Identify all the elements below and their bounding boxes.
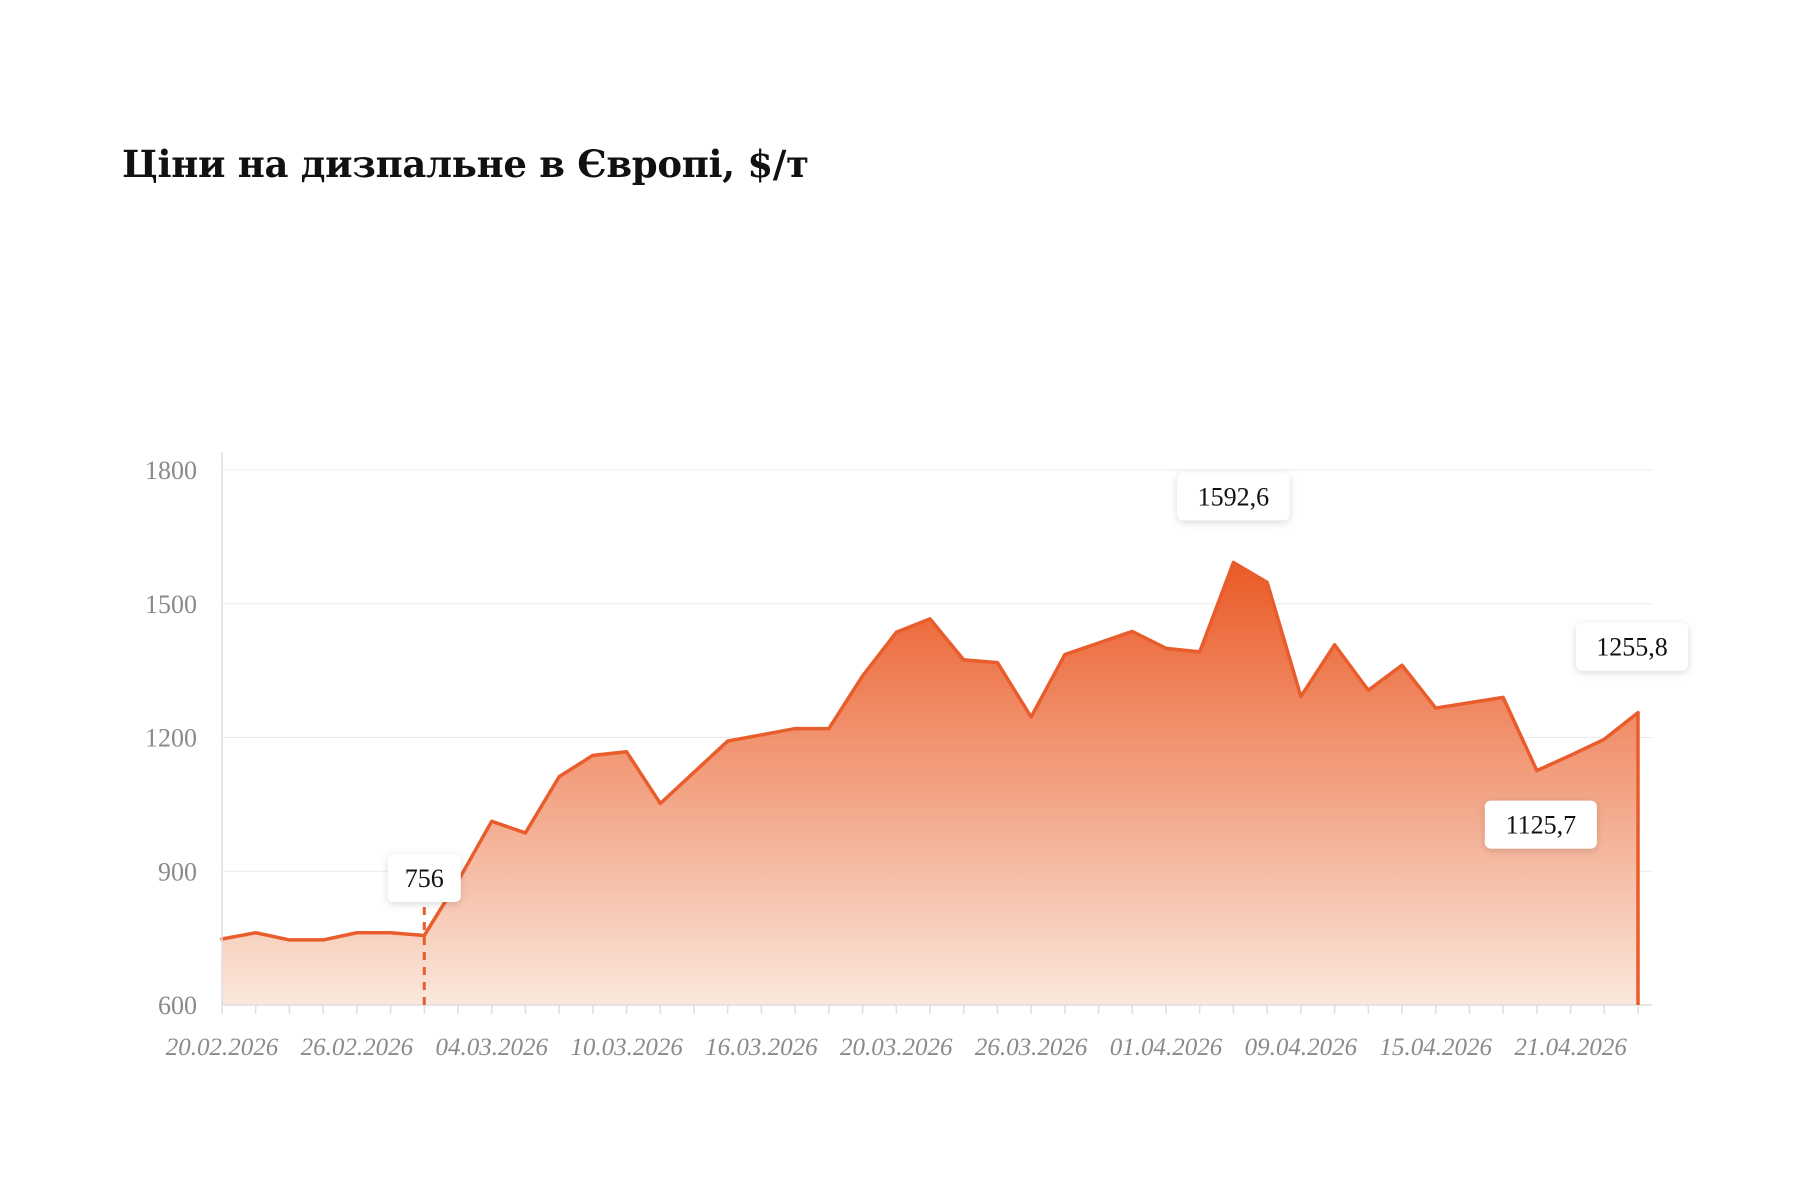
area-series [220, 560, 1640, 1005]
x-axis-ticks: 20.02.2026 26.02.2026 04.03.2026 10.03.2026… [166, 1034, 1628, 1061]
data-point [1097, 641, 1101, 645]
data-point [658, 801, 662, 805]
data-point [827, 727, 831, 731]
data-point [1299, 694, 1303, 698]
data-point [625, 750, 629, 754]
annotation-label: 1125,7 [1506, 811, 1577, 840]
y-tick-label: 1800 [145, 456, 197, 485]
x-tick-label: 15.04.2026 [1379, 1034, 1492, 1061]
data-point [1164, 646, 1168, 650]
data-point [523, 831, 527, 835]
data-point [1467, 701, 1471, 705]
data-point [490, 819, 494, 823]
annotation-box [1576, 622, 1688, 671]
annotation-box [387, 854, 461, 902]
x-tick-label: 10.03.2026 [570, 1034, 683, 1061]
data-point [1198, 650, 1202, 654]
data-point [389, 931, 393, 935]
x-tick-label: 21.04.2026 [1514, 1034, 1627, 1061]
x-tick-label: 20.02.2026 [166, 1034, 279, 1061]
data-point [1535, 769, 1539, 773]
data-point [1366, 688, 1370, 692]
annotation-label: 756 [405, 864, 444, 893]
data-point [962, 658, 966, 662]
annotation-box [1484, 800, 1597, 849]
y-tick-label: 900 [158, 857, 197, 886]
data-point [928, 617, 932, 621]
annotation-callout: 756 [387, 854, 461, 902]
data-point [287, 938, 291, 942]
data-point [1333, 643, 1337, 647]
annotation-callout: 1592,6 [1177, 472, 1290, 521]
data-point [591, 753, 595, 757]
data-point [254, 931, 258, 935]
data-point [422, 933, 426, 937]
annotation-callout: 1255,8 [1576, 622, 1688, 671]
data-point [861, 674, 865, 678]
data-point [1501, 695, 1505, 699]
data-point [995, 661, 999, 665]
x-tick-label: 26.03.2026 [975, 1034, 1088, 1061]
y-tick-label: 1200 [145, 724, 197, 753]
data-point [1400, 663, 1404, 667]
data-point [1029, 715, 1033, 719]
data-point [321, 938, 325, 942]
x-tick-label: 01.04.2026 [1110, 1034, 1223, 1061]
annotation-callout: 1125,7 [1484, 800, 1597, 849]
x-tick-label: 16.03.2026 [705, 1034, 818, 1061]
data-point [1231, 560, 1235, 564]
x-tick-label: 20.03.2026 [840, 1034, 953, 1061]
y-tick-label: 1500 [145, 590, 197, 619]
data-point [759, 733, 763, 737]
data-point [1130, 629, 1134, 633]
data-point [894, 630, 898, 634]
chart-title: Ціни на дизпальне в Європі, $/т [122, 142, 809, 186]
annotation-box [1177, 472, 1290, 521]
x-tick-label: 04.03.2026 [435, 1034, 548, 1061]
data-point [1602, 737, 1606, 741]
data-point [1434, 706, 1438, 710]
data-point [726, 739, 730, 743]
data-point [692, 770, 696, 774]
annotation-label: 1255,8 [1596, 633, 1668, 662]
y-axis-ticks: 600 900 1200 1500 1800 [145, 456, 197, 1020]
data-point [557, 775, 561, 779]
x-tick-label: 26.02.2026 [301, 1034, 414, 1061]
x-tick-label: 09.04.2026 [1245, 1034, 1358, 1061]
data-point [1265, 580, 1269, 584]
y-tick-label: 600 [158, 991, 197, 1020]
data-point [355, 931, 359, 935]
annotation-label: 1592,6 [1198, 482, 1270, 511]
data-point [1063, 653, 1067, 657]
data-point [1569, 753, 1573, 757]
annotations: 756 1592,6 1125,7 1255,8 [387, 472, 1688, 1005]
data-point [793, 727, 797, 731]
area-fill [222, 562, 1638, 1005]
axes [221, 452, 1652, 1014]
